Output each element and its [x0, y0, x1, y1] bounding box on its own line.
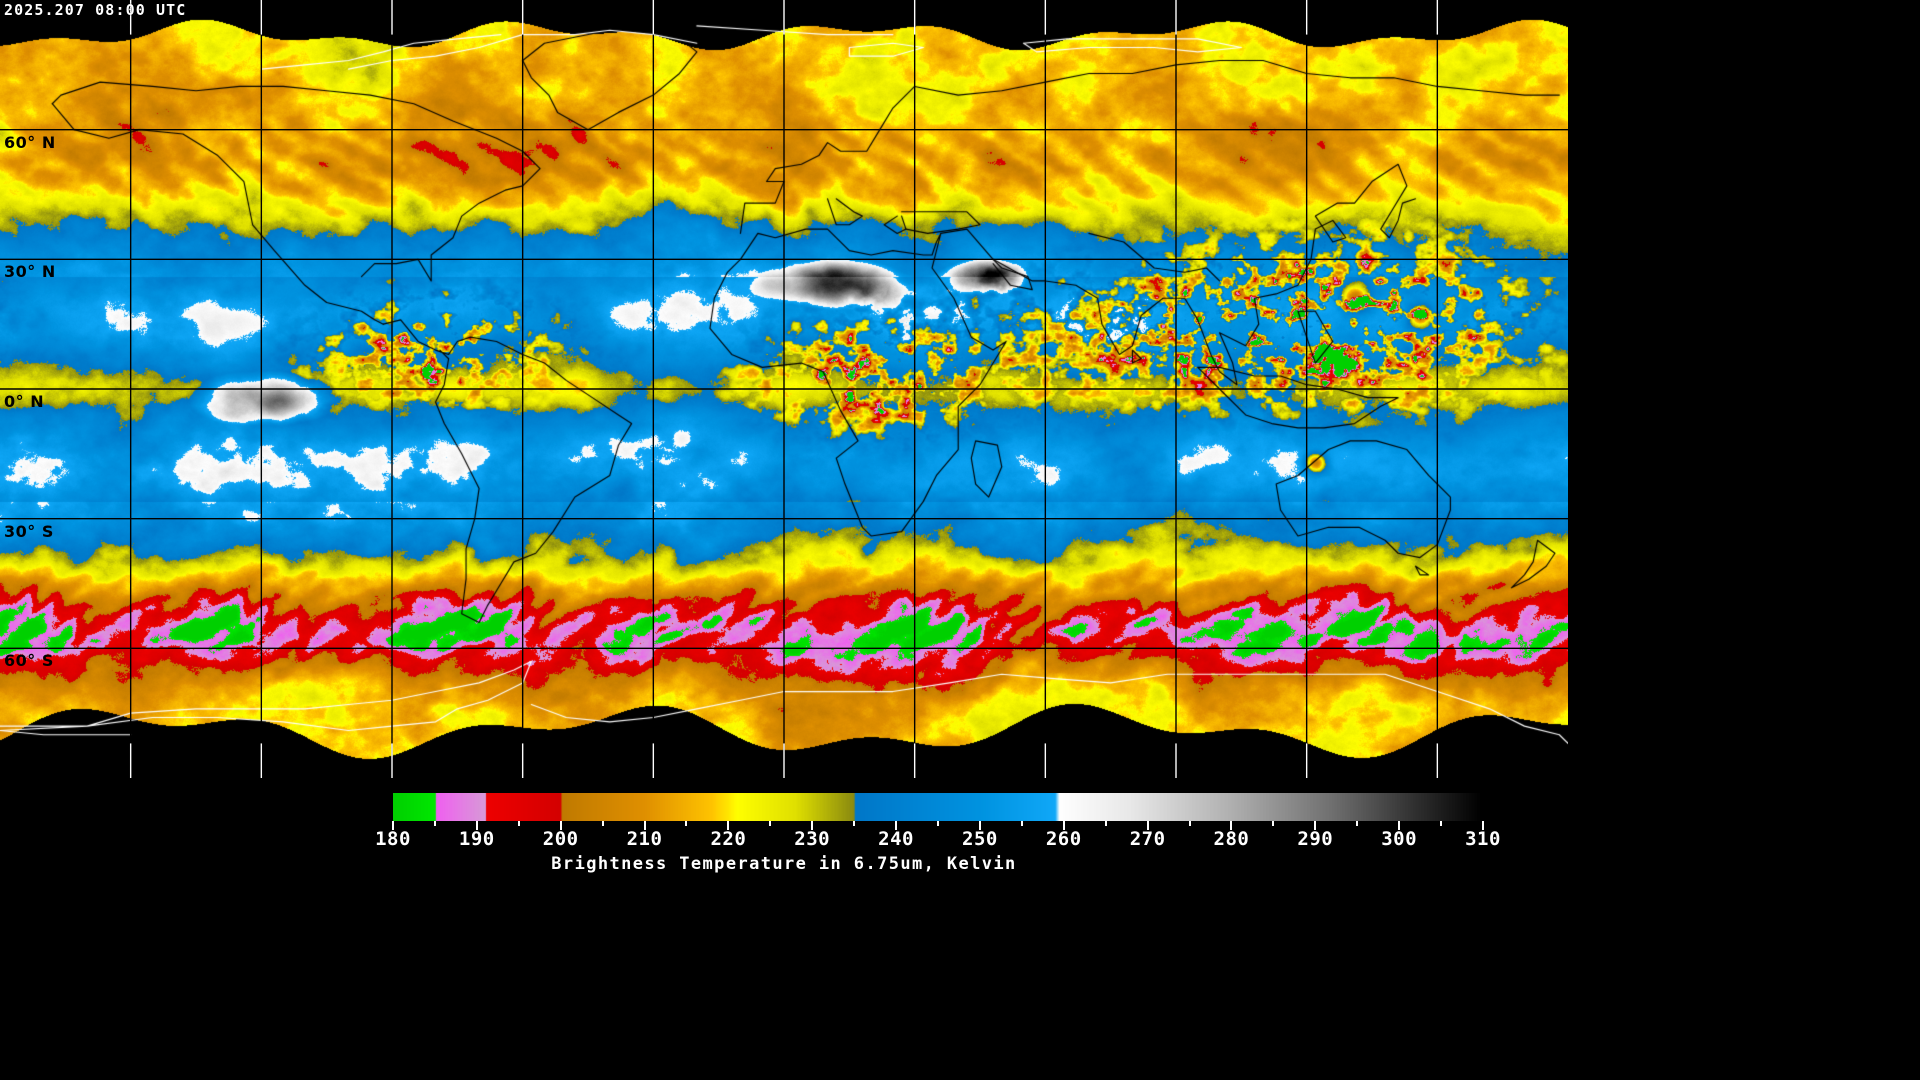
- colorbar-tick-label: 310: [1465, 828, 1501, 850]
- colorbar-legend: 180 190 200 210 220 230 240 250 260 270 280 290 300 3…: [0, 778, 1568, 868]
- colorbar-tick-label: 240: [878, 828, 914, 850]
- colorbar-minor-tick: [1272, 821, 1274, 826]
- latitude-label: 30° S: [4, 522, 54, 541]
- colorbar-minor-tick: [685, 821, 687, 826]
- satellite-image-viewer: 2025.207 08:00 UTC 60° N 30° N 0° N 30° S 60…: [0, 0, 1568, 868]
- colorbar-tick-label: 220: [710, 828, 746, 850]
- colorbar-minor-tick: [518, 821, 520, 826]
- colorbar-tick-label: 230: [794, 828, 830, 850]
- colorbar-minor-tick: [1021, 821, 1023, 826]
- colorbar-minor-tick: [1356, 821, 1358, 826]
- colorbar-minor-tick: [434, 821, 436, 826]
- timestamp-label: 2025.207 08:00 UTC: [4, 1, 186, 19]
- colorbar-minor-tick: [853, 821, 855, 826]
- latitude-label: 30° N: [4, 262, 56, 281]
- latitude-label: 0° N: [4, 392, 44, 411]
- colorbar-gradient: [393, 793, 1483, 821]
- colorbar-label-group: 180 190 200 210 220 230 240 250 260 270 280 290 300 3…: [0, 828, 1568, 854]
- water-vapor-map-canvas[interactable]: [0, 0, 1568, 778]
- latitude-label: 60° S: [4, 651, 54, 670]
- colorbar-tick-label: 200: [543, 828, 579, 850]
- colorbar-tick-label: 250: [962, 828, 998, 850]
- colorbar-tick-label: 190: [459, 828, 495, 850]
- colorbar-tick-label: 270: [1130, 828, 1166, 850]
- colorbar-tick-label: 290: [1297, 828, 1333, 850]
- colorbar-tick-label: 180: [375, 828, 411, 850]
- colorbar-minor-tick: [937, 821, 939, 826]
- colorbar-minor-tick: [769, 821, 771, 826]
- colorbar-tick-label: 260: [1046, 828, 1082, 850]
- colorbar-minor-tick: [1105, 821, 1107, 826]
- map-panel[interactable]: 60° N 30° N 0° N 30° S 60° S: [0, 0, 1568, 778]
- colorbar-tick-label: 300: [1381, 828, 1417, 850]
- colorbar-minor-tick: [602, 821, 604, 826]
- latitude-label: 60° N: [4, 133, 56, 152]
- colorbar-minor-tick: [1440, 821, 1442, 826]
- colorbar-tick-label: 280: [1214, 828, 1250, 850]
- colorbar-minor-tick: [1189, 821, 1191, 826]
- colorbar-caption: Brightness Temperature in 6.75um, Kelvin: [0, 854, 1568, 874]
- colorbar-tick-label: 210: [627, 828, 663, 850]
